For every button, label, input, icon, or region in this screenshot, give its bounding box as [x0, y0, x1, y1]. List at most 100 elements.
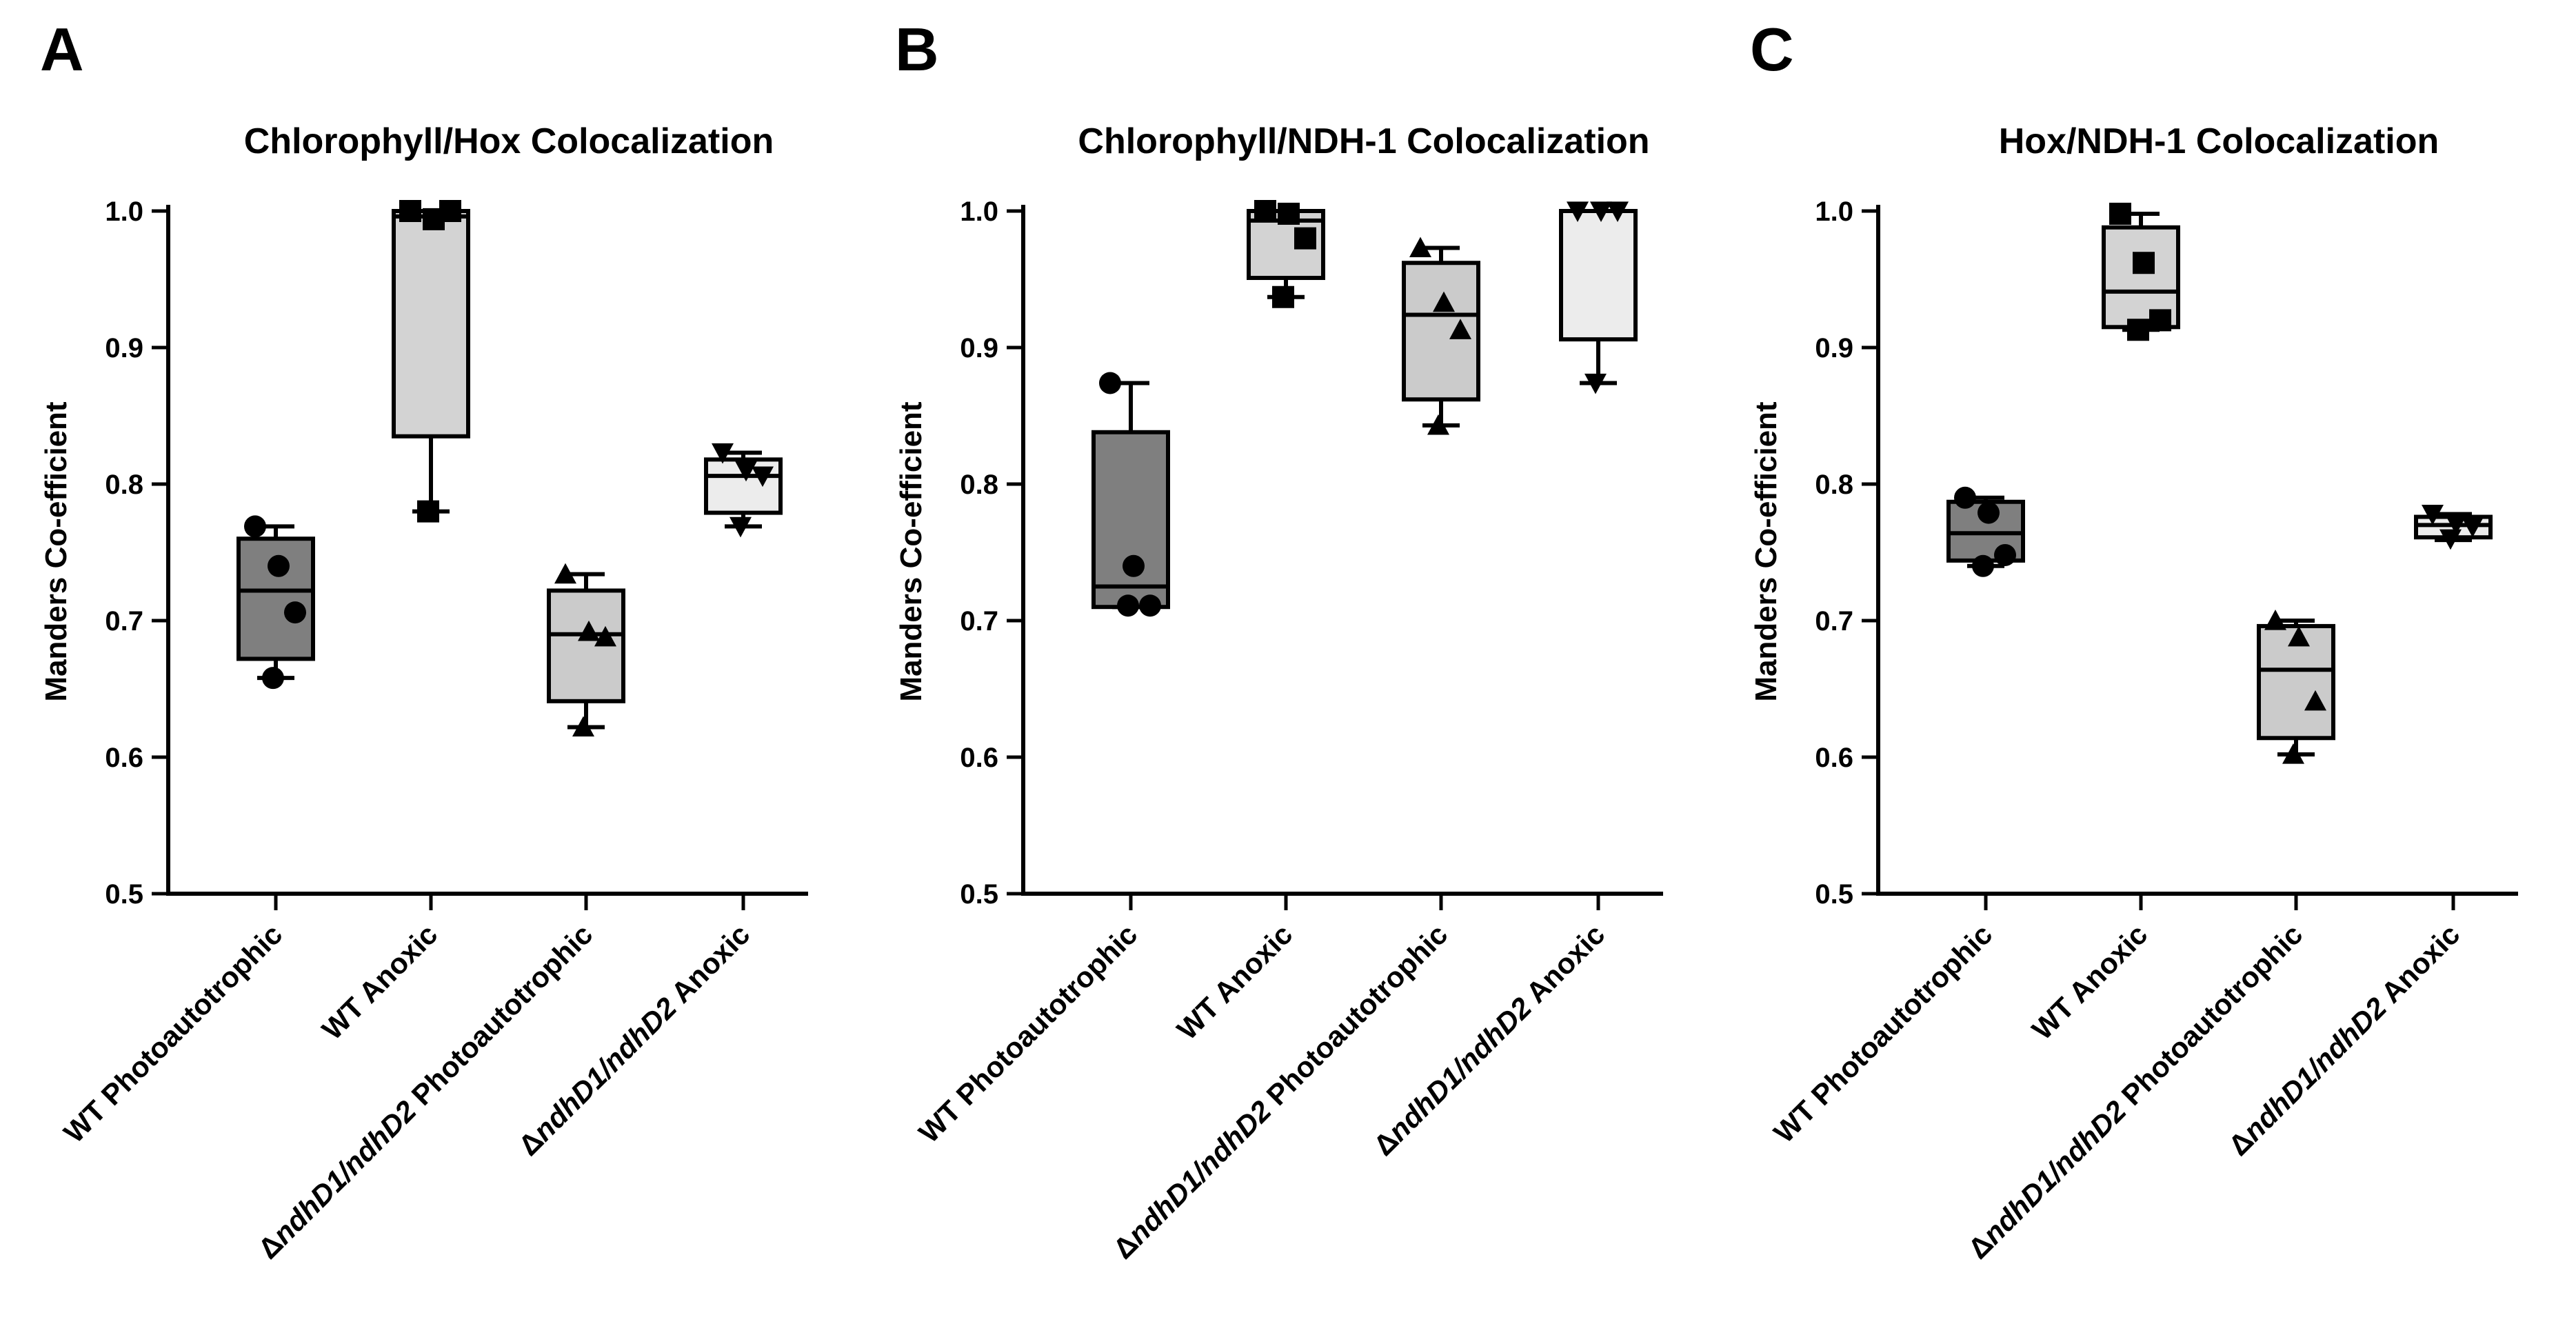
data-point: [554, 563, 576, 584]
data-point: [1139, 594, 1161, 617]
y-ticks: 0.5 0.6 0.7 0.8 0.9 1.0: [960, 197, 1023, 910]
y-tick-label: 0.5: [1815, 879, 1853, 910]
y-ticks: 0.5 0.6 0.7 0.8 0.9 1.0: [1815, 197, 1878, 910]
x-tick-label-text: WT Photoautotrophic: [1767, 918, 1998, 1149]
panel-label: A: [40, 15, 84, 83]
data-point: [2282, 743, 2304, 764]
y-tick-label: 1.0: [105, 197, 143, 227]
y-tick-label: 0.9: [105, 333, 143, 363]
data-point: [2133, 252, 2155, 274]
x-tick-label-text: WT Anoxic: [1171, 918, 1299, 1046]
y-tick-label: 0.6: [105, 743, 143, 773]
x-tick-label-gene: ndhD1/ndhD2: [266, 1094, 422, 1250]
x-tick-label: WT Anoxic: [316, 918, 444, 1046]
y-tick-label: 0.7: [105, 606, 143, 636]
data-point: [439, 200, 461, 222]
data-point: [572, 716, 594, 737]
x-tick-label-gene: ndhD1/ndhD2: [527, 991, 683, 1147]
data-point: [1607, 201, 1629, 222]
data-point: [1254, 200, 1276, 222]
x-tick-label-text: WT Photoautotrophic: [912, 918, 1143, 1149]
data-point: [578, 620, 600, 641]
x-tick-label-text: Anoxic: [660, 918, 756, 1014]
y-tick-label: 0.8: [960, 470, 998, 500]
x-tick-label: WT Photoautotrophic: [912, 918, 1143, 1149]
data-point: [2149, 309, 2171, 332]
y-tick-label: 0.6: [960, 743, 998, 773]
data-point: [399, 200, 421, 222]
data-point: [1099, 372, 1121, 394]
box: [1402, 261, 1480, 402]
box: [1091, 430, 1170, 610]
data-point: [268, 554, 290, 577]
box-plot: [1402, 237, 1480, 435]
boxes: [1946, 202, 2493, 764]
boxes: [237, 200, 783, 737]
y-axis-label: Manders Co-efficient: [894, 401, 928, 702]
box-plot: [1247, 200, 1325, 308]
data-point: [1272, 285, 1294, 308]
y-tick-label: 0.5: [105, 879, 143, 910]
data-point: [1978, 501, 2000, 524]
x-tick-label: ΔndhD1/ndhD2 Photoautotrophic: [252, 918, 598, 1265]
x-tick-label-gene: ndhD1/ndhD2: [1121, 1094, 1277, 1250]
data-point: [1954, 486, 1976, 509]
box: [392, 209, 470, 439]
x-ticks: WT Photoautotrophic WT AnoxicΔndhD1/ndhD2…: [1767, 894, 2466, 1265]
data-point: [1427, 414, 1449, 435]
data-point: [1994, 543, 2016, 566]
x-tick-label-text: WT Photoautotrophic: [57, 918, 288, 1149]
x-tick-label: WT Anoxic: [1171, 918, 1299, 1046]
data-point: [1590, 201, 1612, 222]
data-point: [2304, 690, 2326, 711]
data-point: [735, 461, 757, 482]
data-point: [1409, 237, 1431, 258]
data-point: [1449, 319, 1471, 339]
y-tick-label: 0.9: [960, 333, 998, 363]
data-point: [2109, 202, 2131, 225]
x-tick-label-gene: ndhD1/ndhD2: [1382, 991, 1538, 1147]
chart-title: Chlorophyll/NDH-1 Colocalization: [1078, 121, 1649, 161]
x-tick-label-text: Anoxic: [2370, 918, 2466, 1014]
box-plot: [704, 443, 783, 538]
box-plot: [547, 563, 625, 737]
data-point: [1567, 201, 1589, 222]
data-point: [1123, 554, 1145, 577]
data-point: [2422, 504, 2444, 525]
panel-c: C Hox/NDH-1 Colocalization Manders Co-ef…: [1749, 15, 2518, 1265]
data-point: [2445, 514, 2467, 535]
box-plot: [237, 515, 315, 690]
y-tick-label: 1.0: [1815, 197, 1853, 227]
x-tick-label: WT Photoautotrophic: [1767, 918, 1998, 1149]
data-point: [1294, 227, 1316, 250]
data-point: [2288, 625, 2310, 647]
y-tick-label: 0.5: [960, 879, 998, 910]
x-tick-label: WT Photoautotrophic: [57, 918, 288, 1149]
y-tick-label: 0.6: [1815, 743, 1853, 773]
x-tick-label: WT Anoxic: [2026, 918, 2154, 1046]
box-plot: [2102, 202, 2180, 341]
data-point: [1117, 594, 1139, 617]
data-point: [244, 515, 266, 538]
x-tick-label-text: WT Anoxic: [2026, 918, 2154, 1046]
data-point: [1433, 291, 1455, 312]
y-axis-label: Manders Co-efficient: [1749, 401, 1783, 702]
data-point: [1972, 554, 1994, 577]
y-tick-label: 0.8: [1815, 470, 1853, 500]
y-tick-label: 0.7: [1815, 606, 1853, 636]
data-point: [2264, 610, 2286, 630]
panel-label: C: [1750, 15, 1794, 83]
data-point: [712, 443, 734, 464]
boxes: [1091, 200, 1638, 617]
box-plot: [1559, 201, 1638, 394]
y-tick-label: 0.8: [105, 470, 143, 500]
box-plot: [2414, 504, 2493, 550]
data-point: [1278, 202, 1300, 225]
data-point: [284, 601, 306, 624]
data-point: [752, 466, 774, 488]
data-point: [2127, 319, 2149, 341]
y-tick-label: 0.9: [1815, 333, 1853, 363]
x-tick-label: ΔndhD1/ndhD2 Photoautotrophic: [1107, 918, 1453, 1265]
panel-a: A Chlorophyll/Hox Colocalization Manders…: [39, 15, 808, 1265]
